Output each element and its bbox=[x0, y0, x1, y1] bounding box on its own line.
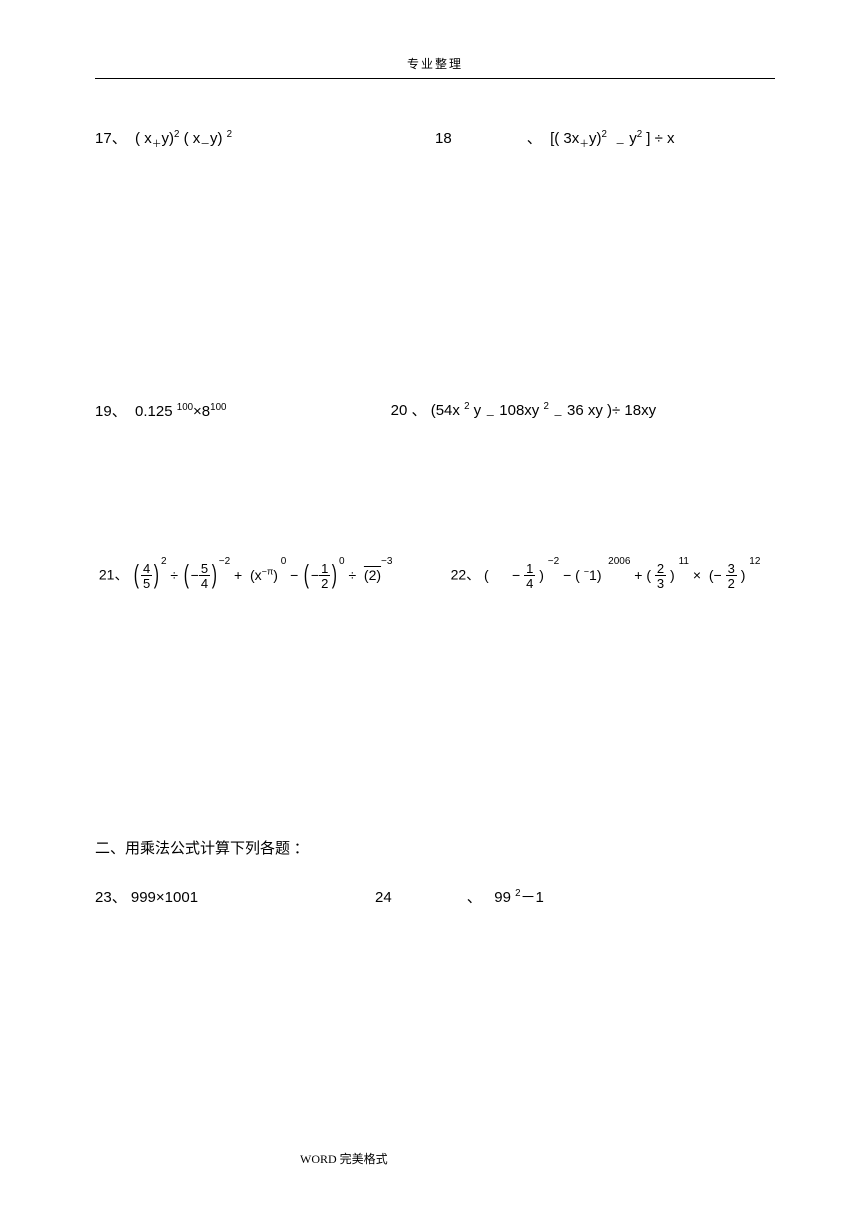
expression: 99 2－1 bbox=[494, 889, 544, 906]
problem-17: 17、 ( x＋y)2 ( x－y) 2 bbox=[95, 129, 435, 151]
separator: 、 bbox=[112, 404, 127, 420]
problem-number: 17 bbox=[95, 130, 112, 147]
separator: 、 bbox=[466, 569, 480, 584]
page-footer: WORD 完美格式 bbox=[300, 1150, 388, 1167]
separator: 、 bbox=[114, 569, 128, 584]
problem-number: 23 bbox=[95, 889, 112, 906]
expression: 0.125 100×8100 bbox=[135, 403, 226, 420]
problem-row-2: 19、 0.125 100×8100 20 、 (54x 2 y － 108xy… bbox=[95, 401, 775, 423]
separator: 、 bbox=[412, 403, 427, 419]
problem-20: 20 、 (54x 2 y － 108xy 2 － 36 xy )÷ 18xy bbox=[391, 401, 775, 423]
problem-23: 23、 999×1001 bbox=[95, 889, 375, 907]
problem-number: 21 bbox=[99, 567, 115, 583]
problem-number: 18 bbox=[435, 130, 452, 147]
problem-number: 22 bbox=[451, 567, 467, 583]
problem-18: 18 、 [( 3x＋y)2 － y2 ] ÷ x bbox=[435, 129, 775, 151]
problem-number: 19 bbox=[95, 403, 112, 420]
problem-24: 24 、 99 2－1 bbox=[375, 888, 775, 907]
problem-number: 24 bbox=[375, 889, 392, 906]
separator: 、 bbox=[112, 131, 127, 147]
separator: 、 bbox=[467, 890, 482, 906]
problem-22: 22、 ( − 14 ) −2 − ( −1) 2006 + ( 23 ) 11… bbox=[435, 562, 775, 590]
problem-number: 20 bbox=[391, 402, 408, 419]
expression: [( 3x＋y)2 － y2 ] ÷ x bbox=[550, 130, 674, 147]
problem-row-3: 21、 (45)2 ÷ (−54)−2 + (x−π) 0 − (−12)0 ÷… bbox=[95, 562, 775, 590]
problem-21: 21、 (45)2 ÷ (−54)−2 + (x−π) 0 − (−12)0 ÷… bbox=[95, 562, 435, 590]
expression: (45)2 ÷ (−54)−2 + (x−π) 0 − (−12)0 ÷ (2)… bbox=[132, 567, 392, 583]
separator: 、 bbox=[112, 890, 127, 906]
expression: ( − 14 ) −2 − ( −1) 2006 + ( 23 ) 11 × (… bbox=[484, 567, 760, 583]
content-area: 17、 ( x＋y)2 ( x－y) 2 18 、 [( 3x＋y)2 － y2… bbox=[95, 79, 775, 907]
separator: 、 bbox=[527, 131, 542, 147]
expression: 999×1001 bbox=[131, 889, 198, 906]
page-header: 专业整理 bbox=[95, 55, 775, 79]
section-2-title: 二、用乘法公式计算下列各题 ： bbox=[95, 840, 775, 858]
problem-row-4: 23、 999×1001 24 、 99 2－1 bbox=[95, 888, 775, 907]
problem-19: 19、 0.125 100×8100 bbox=[95, 402, 391, 421]
problem-row-1: 17、 ( x＋y)2 ( x－y) 2 18 、 [( 3x＋y)2 － y2… bbox=[95, 129, 775, 151]
expression: ( x＋y)2 ( x－y) 2 bbox=[135, 130, 232, 147]
expression: (54x 2 y － 108xy 2 － 36 xy )÷ 18xy bbox=[431, 402, 656, 419]
